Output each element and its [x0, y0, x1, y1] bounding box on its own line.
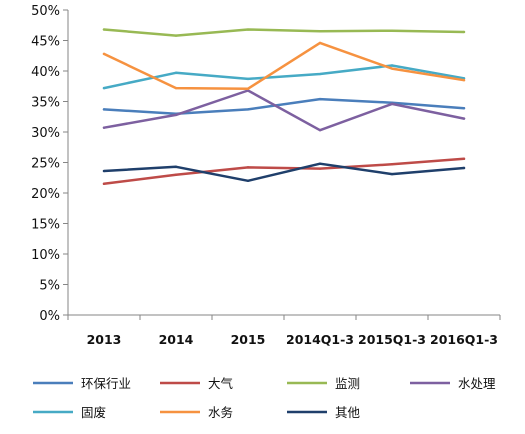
data-point: [102, 169, 106, 173]
y-tick-label: 5%: [39, 279, 60, 294]
y-tick-label: 25%: [31, 157, 60, 172]
data-point: [462, 157, 466, 161]
legend-label: 监测: [335, 376, 360, 391]
data-point: [174, 113, 178, 117]
data-point: [318, 30, 322, 33]
data-point: [102, 86, 106, 90]
data-point: [318, 167, 322, 170]
data-point: [390, 67, 394, 70]
y-tick-label: 30%: [31, 126, 60, 141]
data-point: [390, 102, 394, 106]
y-tick-label: 20%: [31, 187, 60, 202]
data-point: [246, 77, 250, 81]
series-line-3: [102, 89, 466, 132]
legend-item-0: 环保行业: [33, 376, 131, 391]
data-point: [390, 29, 394, 32]
series-line-2: [102, 28, 466, 37]
x-tick-label: 2013: [87, 332, 122, 347]
data-point: [174, 71, 178, 75]
x-tick-label: 2014: [159, 332, 194, 347]
data-point: [174, 86, 178, 90]
data-point: [102, 182, 106, 186]
y-tick-label: 50%: [31, 4, 60, 19]
data-point: [246, 87, 250, 90]
data-point: [390, 163, 394, 166]
data-point: [246, 166, 250, 169]
legend-item-5: 水务: [160, 405, 233, 420]
data-point: [318, 162, 322, 165]
data-point: [318, 72, 322, 76]
series-line-0: [102, 97, 466, 115]
y-tick-label: 10%: [31, 248, 60, 263]
data-point: [462, 30, 466, 34]
legend-item-1: 大气: [160, 376, 234, 391]
data-point: [462, 117, 466, 120]
legend-item-6: 其他: [287, 405, 361, 420]
legend-item-4: 固废: [33, 405, 106, 420]
legend-label: 环保行业: [81, 376, 131, 391]
series-line-4: [102, 64, 466, 90]
data-point: [174, 173, 178, 176]
data-point: [318, 41, 322, 45]
data-point: [246, 108, 250, 111]
data-point: [102, 126, 106, 129]
y-tick-label: 40%: [31, 65, 60, 80]
legend-item-3: 水处理: [410, 376, 496, 391]
y-tick-label: 15%: [31, 218, 60, 233]
axes: 0% 5% 10% 15% 20% 25% 30% 35% 40% 45% 50% 2013 2014 2…: [31, 4, 501, 347]
data-point: [102, 108, 106, 111]
series-line-6: [102, 162, 466, 183]
data-point: [462, 107, 466, 110]
series-layer: [102, 28, 466, 186]
x-tick-label: 2015Q1-3: [358, 332, 426, 347]
data-point: [246, 28, 250, 31]
y-tick-label: 45%: [31, 35, 60, 50]
data-point: [102, 28, 106, 31]
data-point: [102, 52, 106, 56]
x-tick-label: 2015: [231, 332, 266, 347]
legend-label: 水处理: [458, 376, 496, 391]
legend-item-2: 监测: [287, 376, 360, 391]
legend-label: 大气: [208, 376, 234, 391]
y-tick-label: 35%: [31, 96, 60, 111]
data-point: [174, 34, 178, 37]
data-point: [174, 165, 178, 168]
data-point: [390, 172, 394, 176]
data-point: [462, 166, 466, 170]
x-tick-label: 2016Q1-3: [430, 332, 498, 347]
legend-label: 固废: [81, 405, 106, 420]
data-point: [462, 78, 466, 82]
data-point: [390, 64, 394, 67]
series-line-1: [102, 157, 466, 186]
data-point: [318, 97, 322, 101]
data-point: [246, 179, 250, 182]
legend-label: 其他: [335, 405, 361, 420]
data-point: [318, 128, 322, 132]
x-tick-label: 2014Q1-3: [286, 332, 354, 347]
y-tick-label: 0%: [39, 309, 60, 324]
series-line-5: [102, 41, 466, 90]
legend-label: 水务: [208, 405, 233, 420]
